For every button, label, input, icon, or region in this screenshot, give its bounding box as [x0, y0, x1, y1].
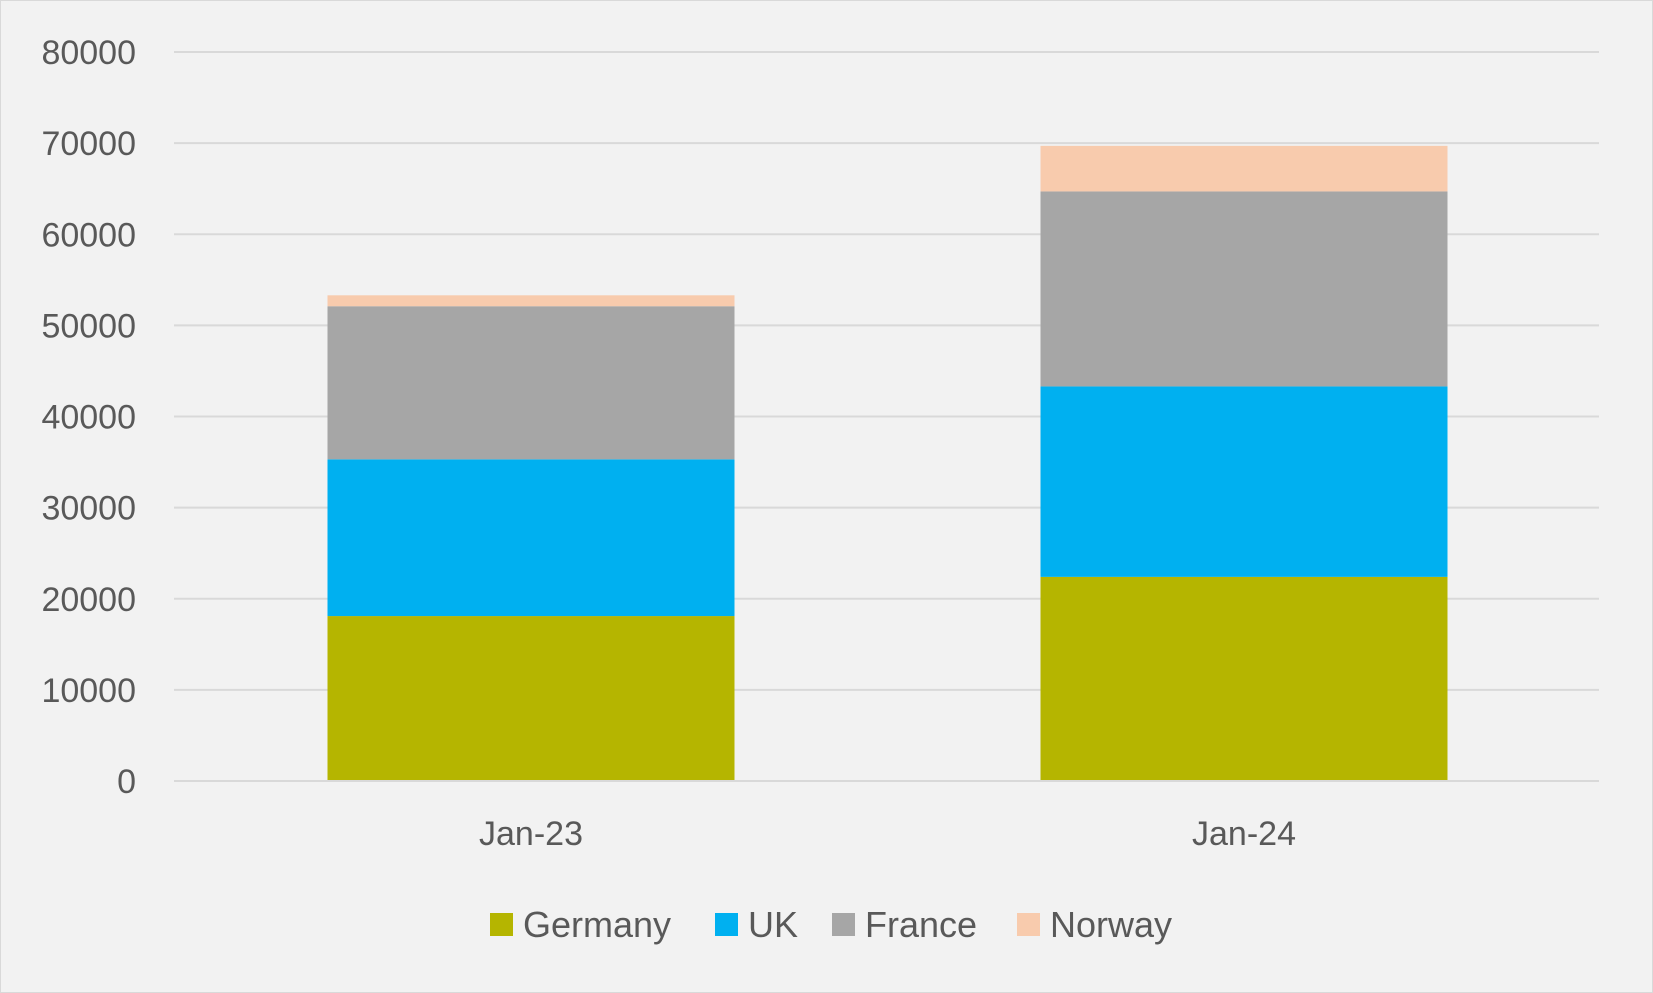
legend-swatch	[1017, 913, 1040, 936]
legend-swatch	[832, 913, 855, 936]
y-tick-label: 60000	[41, 216, 136, 254]
legend-swatch	[490, 913, 513, 936]
legend-item-germany: Germany	[490, 904, 671, 945]
y-tick-label: 50000	[41, 307, 136, 345]
bar-segment-germany-jan-23	[327, 616, 735, 781]
bar-segment-norway-jan-23	[327, 295, 735, 307]
bar-segment-germany-jan-24	[1040, 576, 1448, 781]
legend: Germany UK France Norway	[490, 904, 1172, 945]
bar-segment-uk-jan-24	[1040, 386, 1448, 577]
legend-swatch	[715, 913, 738, 936]
y-tick-label: 30000	[41, 490, 136, 528]
legend-label: Germany	[523, 904, 671, 945]
bar-segment-france-jan-24	[1040, 191, 1448, 387]
x-tick-label: Jan-24	[1192, 815, 1296, 853]
y-tick-label: 20000	[41, 581, 136, 619]
bar-segment-uk-jan-23	[327, 459, 735, 617]
y-tick-label: 0	[117, 763, 136, 801]
legend-label: Norway	[1050, 904, 1172, 945]
x-axis-tick-labels: Jan-23 Jan-24	[479, 815, 1296, 853]
legend-item-france: France	[832, 904, 977, 945]
bars	[327, 145, 1448, 781]
legend-label: UK	[748, 904, 798, 945]
bar-segment-france-jan-23	[327, 306, 735, 460]
y-tick-label: 80000	[41, 34, 136, 72]
y-tick-label: 10000	[41, 672, 136, 710]
bar-segment-norway-jan-24	[1040, 145, 1448, 192]
y-tick-label: 40000	[41, 399, 136, 437]
y-axis-tick-labels: 0 10000 20000 30000 40000 50000 60000 70000 8000…	[41, 34, 136, 801]
legend-item-uk: UK	[715, 904, 798, 945]
legend-item-norway: Norway	[1017, 904, 1172, 945]
y-tick-label: 70000	[41, 125, 136, 163]
x-tick-label: Jan-23	[479, 815, 583, 853]
legend-label: France	[865, 904, 977, 945]
